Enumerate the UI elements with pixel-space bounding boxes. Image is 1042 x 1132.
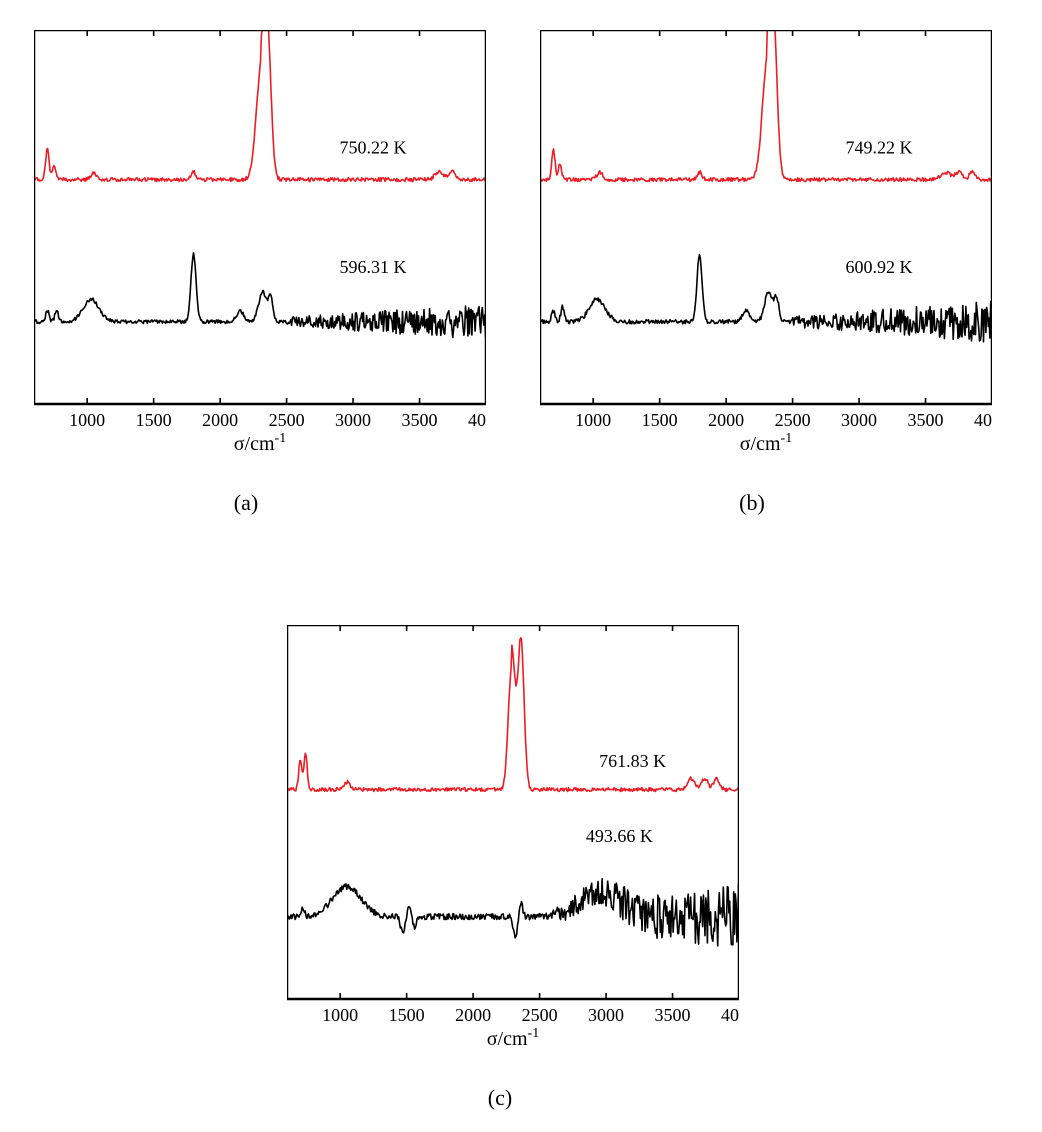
panel-a-xlabel: σ/cm-1 <box>234 431 286 455</box>
panel-b-subcaption: (b) <box>732 490 772 516</box>
panel-a-xtick-1000: 1000 <box>69 410 105 430</box>
panel-b-xtick-3000: 3000 <box>841 410 877 430</box>
panel-c-svg: 761.83 K 493.66 K 1000 1500 2000 2500 3000 3500… <box>287 625 739 1055</box>
panel-a-subcaption: (a) <box>226 490 266 516</box>
panel-c-xtick-3000: 3000 <box>588 1005 624 1025</box>
panel-b-xtick-1500: 1500 <box>642 410 678 430</box>
panel-b-svg: 749.22 K 600.92 K 1000 1500 2000 2500 3000 3500… <box>540 30 992 460</box>
panel-a-annotation-lower: 596.31 K <box>340 257 407 277</box>
panel-b-xtick-3500: 3500 <box>908 410 944 430</box>
panel-c-xtick-2500: 2500 <box>522 1005 558 1025</box>
panel-c-xtick-4000: 4000 <box>721 1005 739 1025</box>
panel-c-xtick-2000: 2000 <box>455 1005 491 1025</box>
panel-c-xlabel: σ/cm-1 <box>487 1026 539 1050</box>
panel-a-xtick-4000: 4000 <box>468 410 486 430</box>
panel-c-annotation-lower: 493.66 K <box>586 826 653 846</box>
panel-a-xtick-3500: 3500 <box>402 410 438 430</box>
panel-b-xtick-2500: 2500 <box>775 410 811 430</box>
figure-root: 750.22 K 596.31 K 1000 1500 2000 2500 3000 3500… <box>0 0 1042 1132</box>
panel-b-annotation-upper: 749.22 K <box>846 137 913 157</box>
panel-a-annotation-upper: 750.22 K <box>340 137 407 157</box>
panel-c: 761.83 K 493.66 K 1000 1500 2000 2500 3000 3500… <box>287 625 739 1055</box>
panel-c-xtick-3500: 3500 <box>655 1005 691 1025</box>
panel-a-xtick-3000: 3000 <box>335 410 371 430</box>
panel-a-xtick-2000: 2000 <box>202 410 238 430</box>
panel-b-annotation-lower: 600.92 K <box>846 257 913 277</box>
panel-a-xtick-1500: 1500 <box>136 410 172 430</box>
panel-c-xtick-1000: 1000 <box>322 1005 358 1025</box>
panel-b-xtick-4000: 4000 <box>974 410 992 430</box>
panel-b-xtick-1000: 1000 <box>575 410 611 430</box>
panel-c-xtick-1500: 1500 <box>389 1005 425 1025</box>
panel-a: 750.22 K 596.31 K 1000 1500 2000 2500 3000 3500… <box>34 30 486 460</box>
panel-c-annotation-upper: 761.83 K <box>599 751 666 771</box>
panel-b-xtick-2000: 2000 <box>708 410 744 430</box>
panel-b-xlabel: σ/cm-1 <box>740 431 792 455</box>
panel-c-subcaption: (c) <box>480 1085 520 1111</box>
panel-a-xtick-2500: 2500 <box>269 410 305 430</box>
panel-a-svg: 750.22 K 596.31 K 1000 1500 2000 2500 3000 3500… <box>34 30 486 460</box>
panel-b: 749.22 K 600.92 K 1000 1500 2000 2500 3000 3500… <box>540 30 992 460</box>
